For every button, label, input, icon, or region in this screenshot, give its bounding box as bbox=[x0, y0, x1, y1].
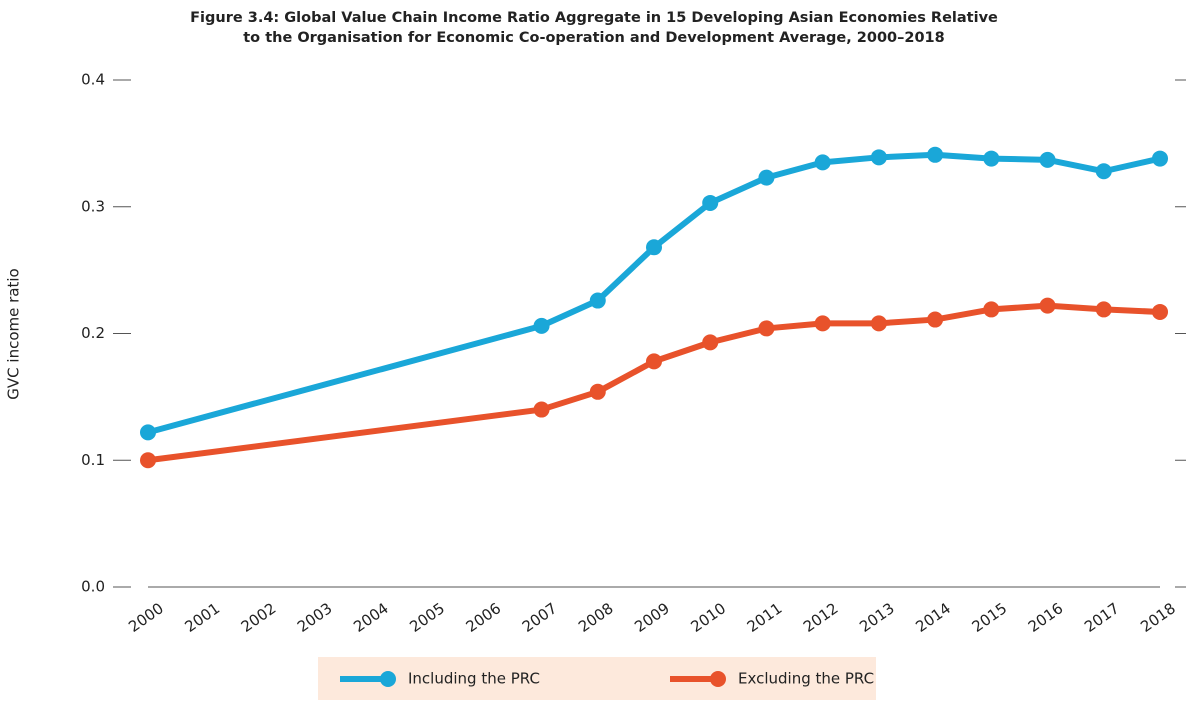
point bbox=[1039, 297, 1056, 314]
chart-title: Figure 3.4: Global Value Chain Income Ra… bbox=[190, 10, 998, 26]
x-tick-label: 2010 bbox=[687, 599, 729, 636]
point bbox=[702, 194, 719, 211]
point bbox=[814, 154, 831, 171]
x-tick-label: 2009 bbox=[631, 599, 673, 636]
y-tick-label: 0.3 bbox=[81, 197, 105, 215]
point bbox=[533, 317, 550, 334]
point bbox=[1095, 301, 1112, 318]
point bbox=[758, 320, 775, 337]
point bbox=[927, 146, 944, 163]
legend-swatch bbox=[380, 671, 396, 687]
point bbox=[870, 149, 887, 166]
x-tick-label: 2003 bbox=[294, 599, 336, 636]
point bbox=[533, 401, 550, 418]
x-tick-label: 2011 bbox=[744, 599, 786, 636]
point bbox=[702, 334, 719, 351]
legend-label: Including the PRC bbox=[408, 670, 540, 688]
point bbox=[1152, 150, 1168, 167]
point bbox=[927, 311, 944, 328]
y-axis-label: GVC income ratio bbox=[5, 268, 23, 399]
x-tick-label: 2001 bbox=[181, 599, 223, 636]
y-tick-label: 0.0 bbox=[81, 578, 105, 596]
point bbox=[140, 424, 156, 441]
x-tick-label: 2012 bbox=[800, 599, 842, 636]
y-tick-label: 0.1 bbox=[81, 451, 105, 469]
point bbox=[870, 315, 887, 332]
legend-label: Excluding the PRC bbox=[738, 670, 874, 688]
point bbox=[646, 239, 662, 256]
line bbox=[147, 302, 1161, 464]
x-tick-label: 2000 bbox=[125, 599, 167, 636]
x-tick-label: 2006 bbox=[463, 599, 505, 636]
legend-swatch bbox=[710, 671, 726, 687]
point bbox=[814, 315, 831, 332]
x-tick-label: 2008 bbox=[575, 599, 617, 636]
point bbox=[983, 150, 1000, 167]
x-tick-label: 2018 bbox=[1137, 599, 1179, 636]
point bbox=[983, 301, 1000, 318]
point bbox=[1095, 163, 1112, 180]
point bbox=[589, 383, 606, 400]
x-tick-label: 2005 bbox=[406, 599, 448, 636]
y-tick-label: 0.4 bbox=[81, 71, 105, 89]
point bbox=[758, 169, 775, 186]
point bbox=[1039, 151, 1056, 168]
y-tick-label: 0.2 bbox=[81, 324, 105, 342]
x-tick-label: 2015 bbox=[969, 599, 1011, 636]
x-tick-label: 2016 bbox=[1025, 599, 1067, 636]
x-tick-label: 2013 bbox=[856, 599, 898, 636]
x-tick-label: 2007 bbox=[519, 599, 561, 636]
x-tick-label: 2004 bbox=[350, 599, 392, 636]
point bbox=[589, 292, 606, 309]
x-tick-label: 2017 bbox=[1081, 599, 1123, 636]
x-tick-label: 2002 bbox=[238, 599, 280, 636]
line bbox=[147, 151, 1161, 436]
x-tick-label: 2014 bbox=[912, 599, 954, 636]
point bbox=[1152, 303, 1168, 320]
point bbox=[646, 353, 662, 370]
chart-title: to the Organisation for Economic Co-oper… bbox=[243, 30, 944, 46]
legend-box bbox=[318, 657, 876, 700]
point bbox=[140, 452, 156, 469]
